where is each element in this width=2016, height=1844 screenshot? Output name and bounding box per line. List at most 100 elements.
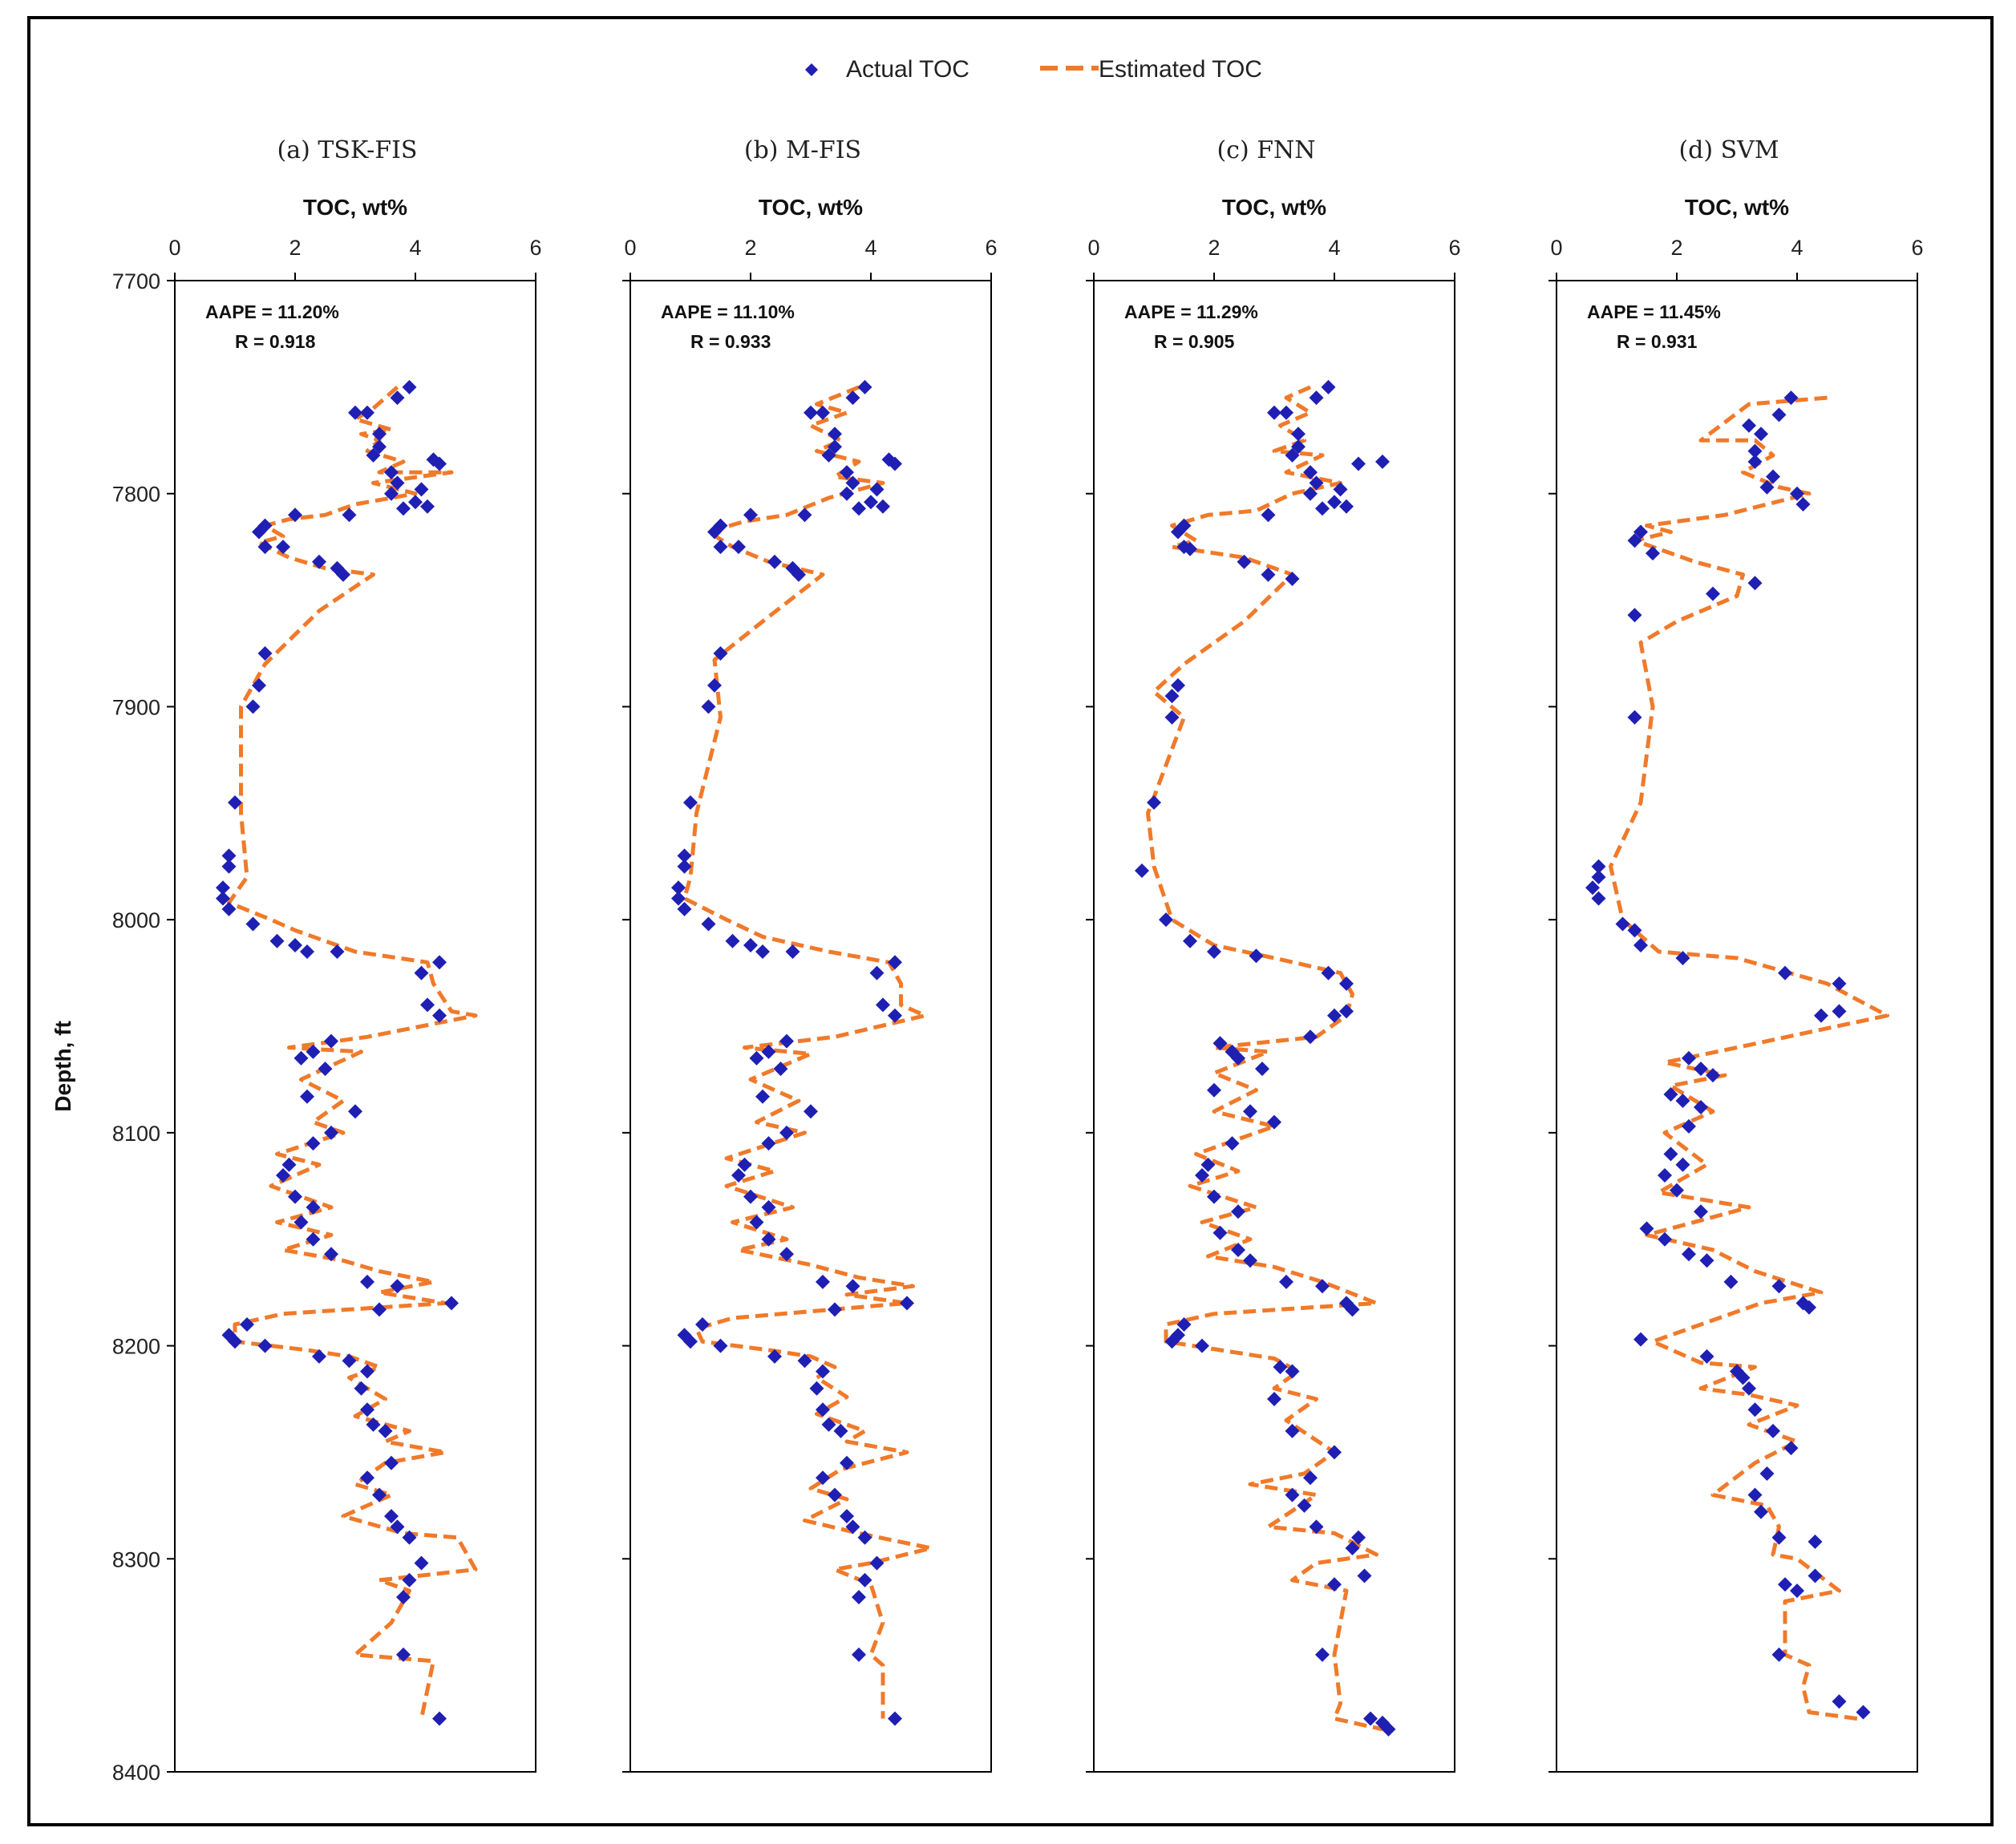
actual-toc-point	[816, 1470, 830, 1486]
x-axis-title-1: TOC, wt%	[759, 195, 863, 220]
actual-toc-point	[701, 916, 716, 932]
actual-toc-point	[852, 1590, 866, 1605]
estimated-toc-line-0	[227, 386, 478, 1720]
actual-toc-point	[408, 495, 423, 510]
actual-toc-point	[1261, 567, 1276, 582]
actual-toc-point	[306, 1136, 321, 1151]
actual-toc-point	[1225, 1136, 1240, 1151]
panel-1: (b) M-FIS TOC, wt% 0 2 4 6 AAPE = 11.10% R = 0.…	[622, 136, 998, 1773]
actual-toc-point	[228, 1334, 242, 1349]
actual-toc-point	[869, 1555, 885, 1571]
actual-toc-point	[420, 499, 435, 514]
actual-toc-point	[677, 901, 692, 916]
actual-toc-point	[1309, 475, 1324, 491]
x-tick-label: 6	[1911, 236, 1923, 260]
actual-toc-point	[1856, 1704, 1871, 1720]
actual-toc-point	[743, 938, 758, 952]
actual-toc-point	[1627, 533, 1642, 548]
aape-label-3: AAPE = 11.45%	[1587, 301, 1721, 322]
actual-toc-point	[1675, 951, 1690, 965]
actual-toc-point	[731, 540, 746, 555]
actual-toc-point	[1832, 1004, 1847, 1019]
actual-toc-point	[1237, 554, 1252, 569]
actual-toc-point	[1164, 689, 1180, 704]
actual-toc-point	[1814, 1008, 1828, 1023]
actual-toc-point	[1303, 1470, 1318, 1486]
actual-toc-point	[414, 965, 429, 981]
actual-toc-point	[1207, 1189, 1221, 1204]
x-tick-label: 0	[168, 236, 180, 260]
actual-toc-point	[845, 390, 860, 406]
y-tick-label: 8400	[112, 1761, 160, 1785]
x-axis-title-2: TOC, wt%	[1222, 195, 1326, 220]
actual-toc-point	[1285, 1487, 1300, 1502]
actual-toc-point	[1747, 443, 1763, 459]
x-tick-label: 6	[985, 236, 997, 260]
actual-toc-point	[402, 1530, 417, 1545]
actual-toc-point	[804, 405, 818, 420]
actual-toc-point	[1339, 1004, 1354, 1019]
actual-toc-point	[432, 1711, 447, 1726]
actual-toc-point	[384, 486, 399, 501]
actual-toc-point	[366, 1417, 381, 1432]
actual-toc-point	[1682, 1118, 1696, 1134]
actual-toc-point	[1771, 1647, 1787, 1662]
actual-toc-point	[840, 465, 854, 480]
actual-toc-point	[1790, 1583, 1804, 1599]
actual-toc-point	[390, 390, 405, 406]
actual-toc-point	[360, 1364, 374, 1379]
actual-toc-point	[1778, 1577, 1792, 1592]
actual-toc-point	[1790, 486, 1804, 501]
actual-toc-point	[816, 405, 830, 420]
actual-toc-point	[761, 1044, 776, 1059]
actual-toc-point	[1663, 1146, 1678, 1162]
actual-toc-point	[221, 848, 237, 863]
actual-toc-point	[1135, 863, 1149, 878]
legend: Actual TOC Estimated TOC	[805, 56, 1262, 83]
actual-toc-point	[1327, 1008, 1342, 1023]
actual-toc-point	[1171, 677, 1185, 693]
panel-title-0: (a) TSK-FIS	[277, 136, 418, 164]
actual-toc-point	[300, 1089, 314, 1104]
actual-toc-point	[731, 1168, 746, 1183]
actual-toc-point	[306, 1044, 321, 1059]
actual-toc-point	[348, 1104, 362, 1119]
actual-toc-point	[1633, 524, 1648, 540]
actual-toc-point	[1183, 933, 1197, 948]
actual-toc-point	[372, 427, 387, 442]
actual-toc-point	[1771, 1530, 1787, 1545]
plot-area-1	[629, 280, 992, 1773]
actual-toc-point	[816, 1274, 830, 1289]
actual-toc-point	[828, 1302, 842, 1317]
panel-title-1: (b) M-FIS	[744, 136, 861, 164]
actual-toc-point	[1291, 439, 1306, 455]
actual-toc-point	[1633, 1332, 1648, 1347]
actual-toc-point	[677, 859, 692, 874]
actual-toc-point	[1627, 710, 1642, 725]
actual-toc-point	[833, 1423, 848, 1438]
actual-toc-point	[1171, 524, 1185, 540]
actual-toc-point	[360, 1402, 374, 1417]
actual-toc-point	[216, 891, 230, 906]
actual-toc-point	[1327, 1577, 1342, 1592]
panel-0: (a) TSK-FIS TOC, wt% 0 2 4 6 7700 7800 7900 8000 8…	[112, 136, 542, 1785]
y-axis-label: Depth, ft	[51, 1021, 75, 1112]
actual-toc-point	[1164, 710, 1180, 725]
actual-toc-point	[1646, 546, 1660, 561]
actual-toc-point	[257, 1338, 273, 1353]
actual-toc-point	[348, 405, 362, 420]
x-axis-title-0: TOC, wt%	[303, 195, 407, 220]
actual-toc-point	[276, 1168, 290, 1183]
actual-toc-point	[306, 1231, 321, 1247]
actual-toc-point	[816, 1402, 830, 1417]
x-tick-label: 6	[1448, 236, 1460, 260]
r-label-1: R = 0.933	[690, 331, 771, 352]
actual-toc-point	[840, 1455, 854, 1470]
actual-toc-point	[324, 1125, 338, 1140]
actual-toc-point	[1200, 1157, 1216, 1172]
actual-toc-point	[342, 1353, 357, 1369]
actual-toc-point	[828, 1487, 842, 1502]
plot-area-2	[1093, 280, 1455, 1773]
actual-toc-point	[252, 677, 266, 693]
actual-toc-point	[737, 1157, 752, 1172]
